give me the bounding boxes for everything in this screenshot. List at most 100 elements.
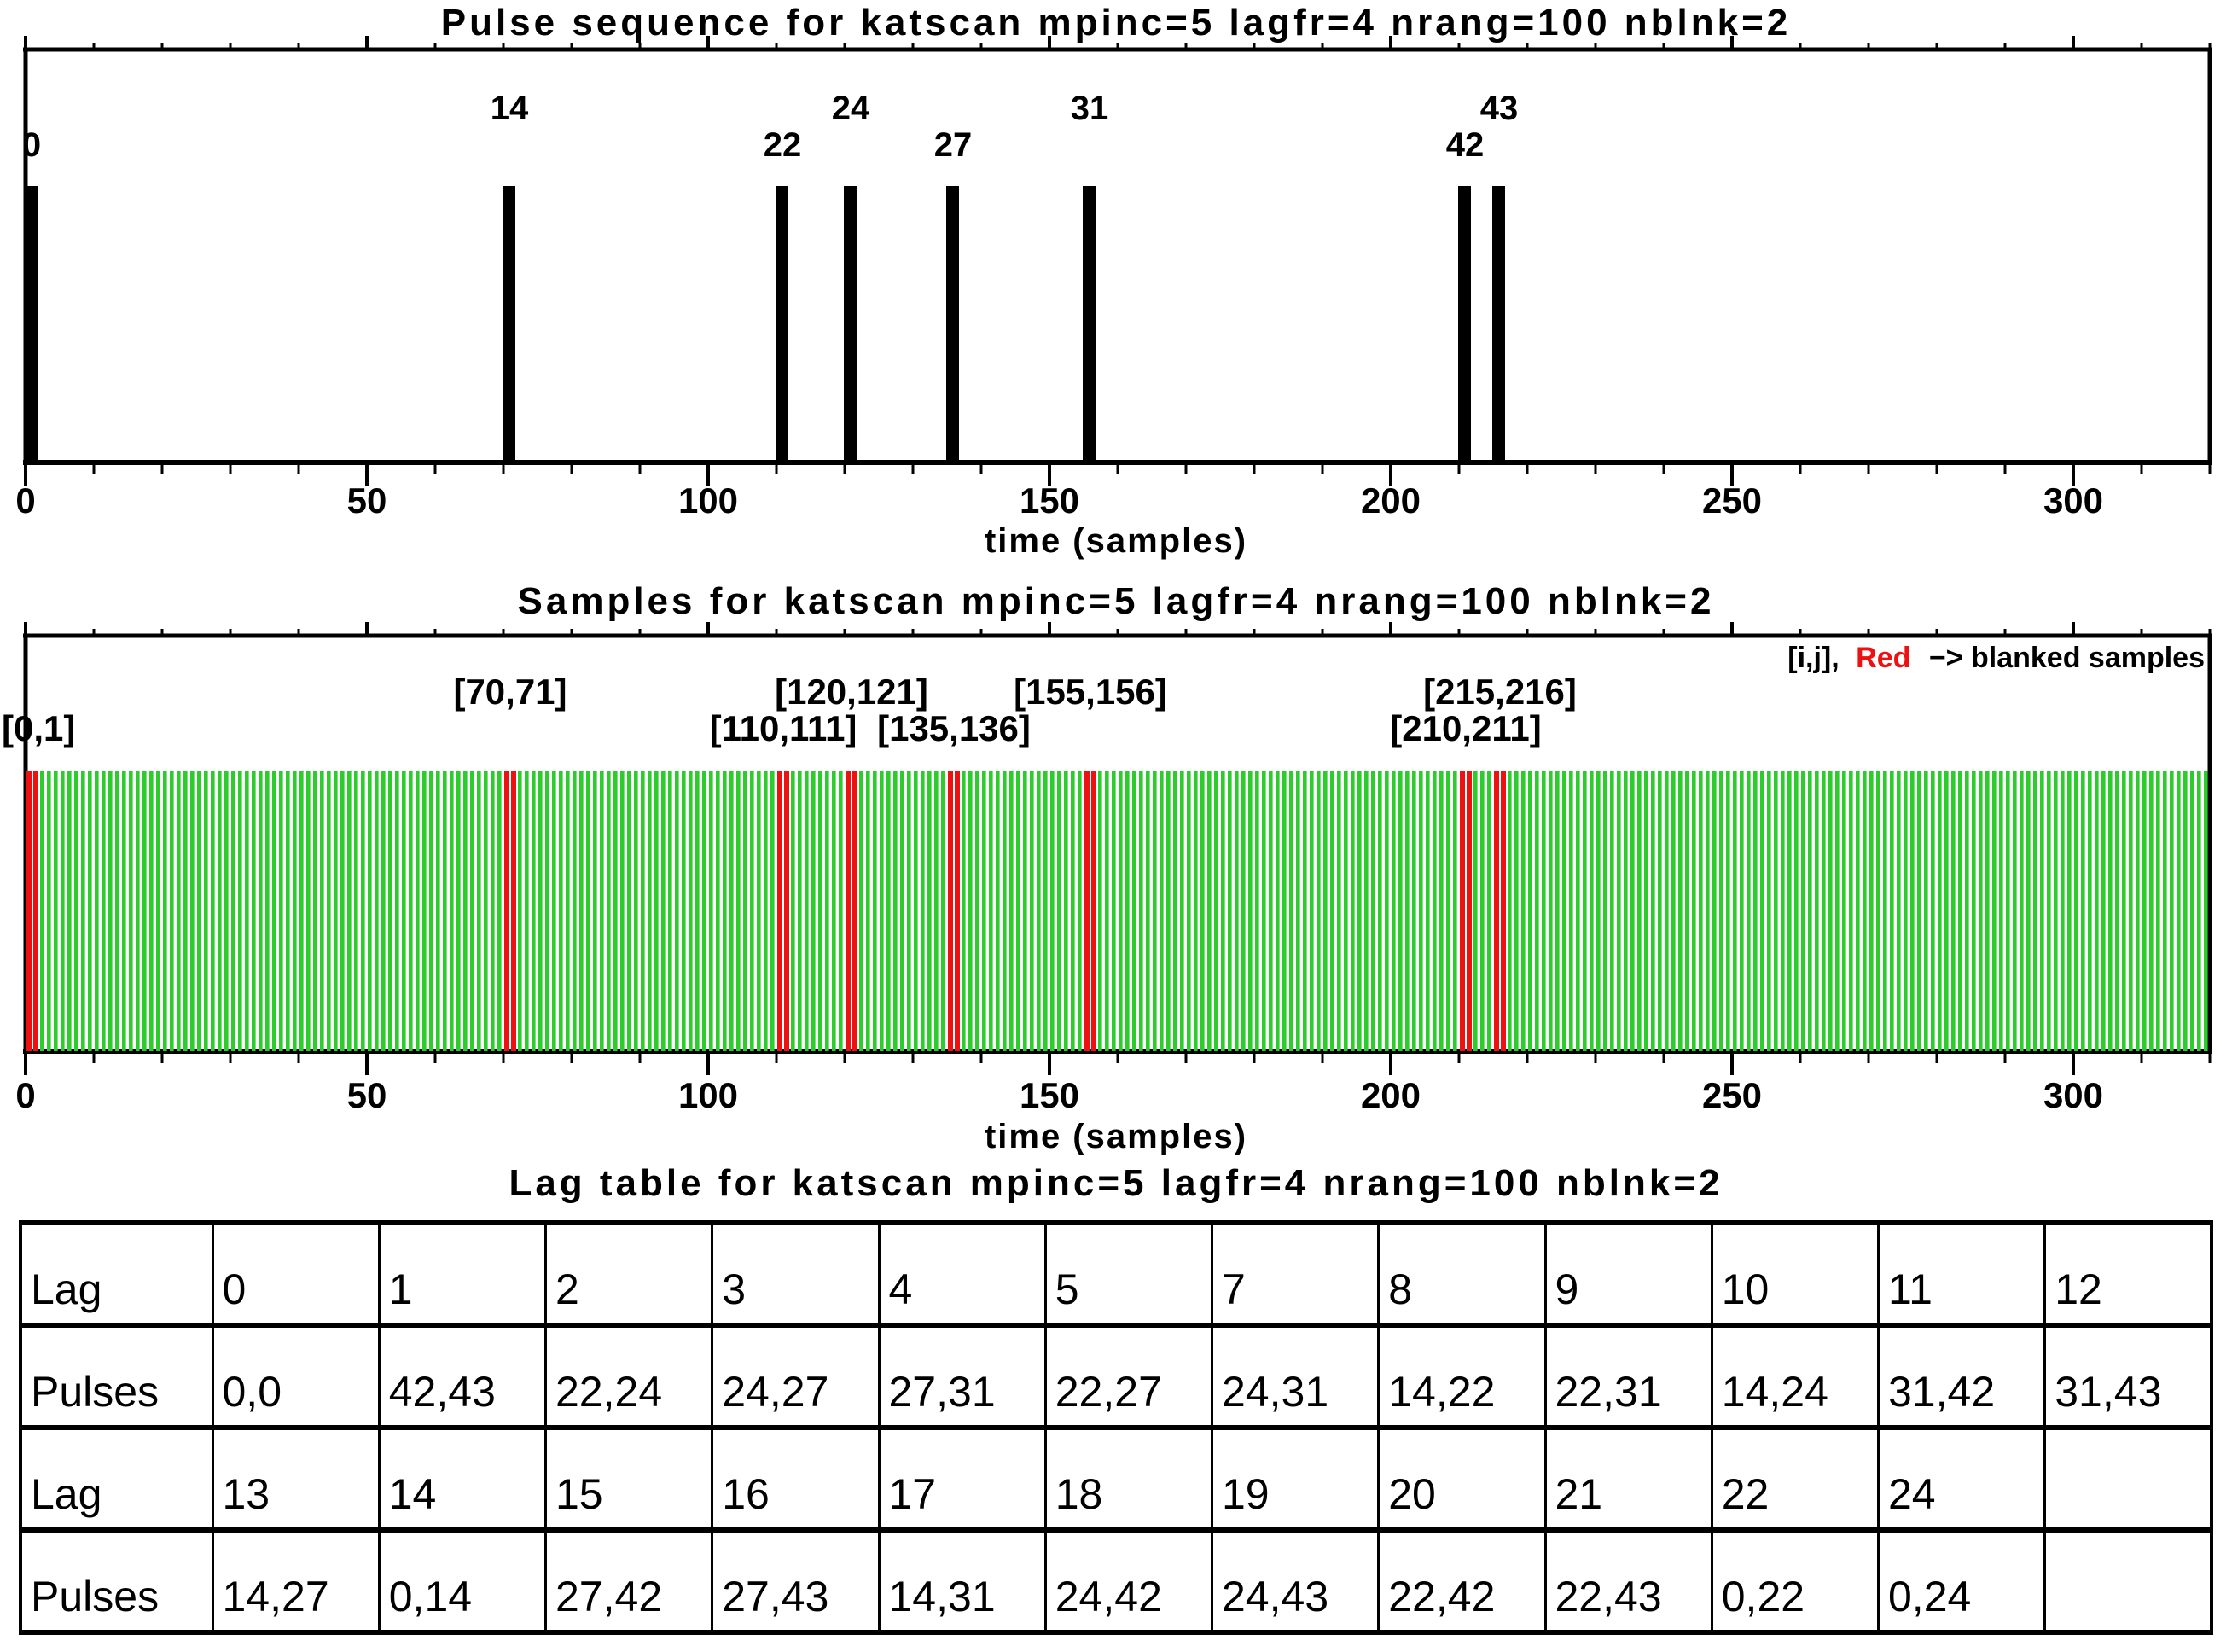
sample-bar	[1815, 771, 1819, 1051]
x-tick-label: 250	[1702, 1075, 1762, 1115]
sample-bar	[1364, 771, 1369, 1051]
pulse-bar	[503, 186, 515, 462]
lag-value-cell: 20	[1377, 1425, 1547, 1533]
sample-bar	[1835, 771, 1840, 1051]
sample-bar	[2177, 771, 2181, 1051]
sample-bar	[1781, 771, 1785, 1051]
sample-bar	[559, 771, 563, 1051]
sample-bar	[1310, 771, 1314, 1051]
sample-bar	[1337, 771, 1341, 1051]
pulse-number-label: 42	[1446, 126, 1485, 164]
sample-bar	[2122, 771, 2126, 1051]
sample-bar	[1863, 771, 1867, 1051]
sample-bar	[368, 771, 372, 1051]
sample-bar	[2108, 771, 2113, 1051]
pulse-number-label: 14	[491, 90, 529, 127]
sample-bar	[1733, 771, 1737, 1051]
lag-value-cell: 8	[1377, 1220, 1547, 1328]
sample-bar	[1924, 771, 1928, 1051]
lag-value-cell: 13	[211, 1425, 381, 1533]
x-tick-label: 100	[678, 480, 738, 521]
sample-bar	[757, 771, 761, 1051]
blanked-sample-bar	[1460, 771, 1465, 1051]
sample-bar	[791, 771, 795, 1051]
row-header-cell: Lag	[19, 1220, 214, 1328]
sample-bar	[1876, 771, 1880, 1051]
sample-bar	[190, 771, 195, 1051]
sample-bar	[1904, 771, 1908, 1051]
pulses-row: Pulses 14,27 0,14 27,42 27,43 14,31 24,42 24,43…	[19, 1527, 2213, 1635]
sample-bar	[436, 771, 440, 1051]
pulse-bar	[776, 186, 788, 462]
lag-value-cell: 22	[1710, 1425, 1880, 1533]
sample-bar	[1719, 771, 1723, 1051]
sample-bar	[573, 771, 577, 1051]
sample-bar	[770, 771, 775, 1051]
blanked-pair-label: [0,1]	[2, 708, 75, 748]
sample-bar	[545, 771, 549, 1051]
blanked-sample-bar	[511, 771, 516, 1051]
sample-bar	[1849, 771, 1853, 1051]
sample-bar	[61, 771, 65, 1051]
sample-bar	[1808, 771, 1812, 1051]
blanked-sample-bar	[1494, 771, 1499, 1051]
sample-bar	[1569, 771, 1573, 1051]
blanked-pair-label: [135,136]	[877, 708, 1031, 748]
x-tick-label: 200	[1361, 1075, 1421, 1115]
sample-bar	[1678, 771, 1683, 1051]
sample-bar	[1985, 771, 1990, 1051]
row-header-cell: Lag	[19, 1425, 214, 1533]
sample-bar	[259, 771, 263, 1051]
x-tick-label: 0	[15, 480, 35, 521]
sample-bar	[1869, 771, 1874, 1051]
sample-bar	[1883, 771, 1887, 1051]
pulse-panel-title: Pulse sequence for katscan mpinc=5 lagfr…	[440, 2, 1792, 44]
sample-bar	[443, 771, 447, 1051]
sample-bar	[156, 771, 160, 1051]
sample-bar	[320, 771, 324, 1051]
sample-bar	[409, 771, 413, 1051]
blanked-samples-legend: [i,j], Red −> blanked samples	[1787, 642, 2205, 675]
sample-bar	[1644, 771, 1648, 1051]
pulse-bar	[1458, 186, 1471, 462]
lag-value-cell: 7	[1210, 1220, 1380, 1328]
pulse-pair-cell: 24,31	[1210, 1323, 1380, 1430]
sample-bar	[532, 771, 536, 1051]
sample-bar	[1357, 771, 1362, 1051]
sample-bar	[593, 771, 597, 1051]
x-tick-label: 300	[2043, 480, 2103, 521]
sample-bar	[1330, 771, 1334, 1051]
sample-bar	[218, 771, 222, 1051]
pulse-pair-cell: 27,43	[711, 1527, 881, 1635]
sample-bar	[2183, 771, 2188, 1051]
sample-bar	[1132, 771, 1136, 1051]
lag-value-cell: 24	[1876, 1425, 2047, 1533]
sample-bar	[729, 771, 734, 1051]
sample-bar	[252, 771, 256, 1051]
sample-bar	[1439, 771, 1444, 1051]
sample-bar	[1235, 771, 1239, 1051]
pulse-number-label: 43	[1480, 90, 1519, 127]
sample-bar	[1296, 771, 1300, 1051]
sample-bar	[1269, 771, 1273, 1051]
samples-xaxis-label: time (samples)	[984, 1118, 1248, 1155]
sample-bar	[306, 771, 311, 1051]
sample-bar	[1303, 771, 1307, 1051]
sample-bar	[941, 771, 945, 1051]
sample-bar	[470, 771, 474, 1051]
sample-bar	[238, 771, 242, 1051]
x-tick-label: 150	[1020, 480, 1079, 521]
sample-bar	[129, 771, 133, 1051]
pulse-pair-cell: 31,43	[2043, 1323, 2213, 1430]
sample-bar	[661, 771, 666, 1051]
sample-bar	[1590, 771, 1594, 1051]
sample-bar	[1794, 771, 1799, 1051]
pulse-bar	[1083, 186, 1096, 462]
sample-bar	[1078, 771, 1082, 1051]
sample-bar	[1665, 771, 1669, 1051]
sample-bar	[1446, 771, 1450, 1051]
sample-bar	[675, 771, 679, 1051]
x-tick-label: 200	[1361, 480, 1421, 521]
pulse-pair-cell: 0,24	[1876, 1527, 2047, 1635]
sample-bar	[2115, 771, 2119, 1051]
